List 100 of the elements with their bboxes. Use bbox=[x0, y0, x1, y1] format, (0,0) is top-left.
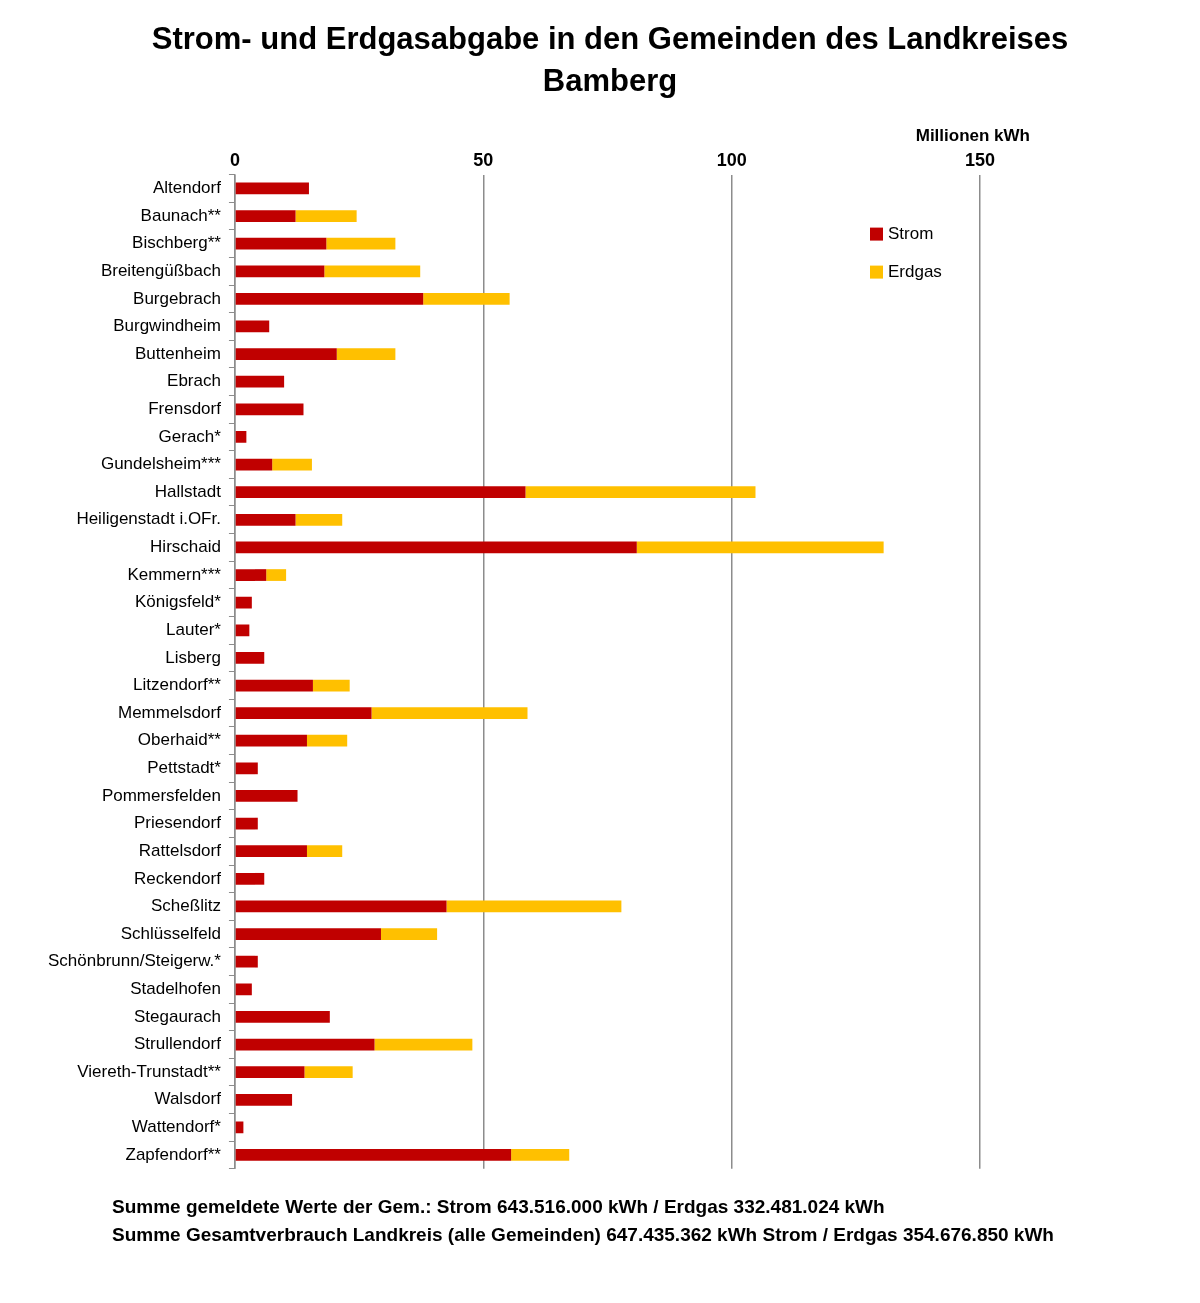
y-tick-label: Buttenheim bbox=[134, 343, 221, 363]
bar bbox=[235, 845, 307, 858]
bar bbox=[235, 458, 273, 471]
bar bbox=[235, 596, 252, 609]
bar bbox=[235, 375, 285, 388]
y-tick-label: Burgebrach bbox=[133, 288, 221, 308]
bar bbox=[235, 817, 258, 830]
y-tick-label: Stadelhofen bbox=[130, 978, 221, 998]
y-tick-label: Ebrach bbox=[167, 371, 221, 391]
bar bbox=[235, 928, 381, 940]
chart-title: Strom- und Erdgasabgabe in den Gemeinden des Landkreises Bamberg bbox=[150, 20, 1070, 100]
y-tick-label: Viereth-Trunstadt** bbox=[77, 1061, 222, 1081]
bar bbox=[235, 403, 304, 416]
y-tick-label: Baunach** bbox=[140, 205, 222, 225]
y-tick-label: Reckendorf bbox=[134, 868, 222, 888]
y-tick-label: Breitengüßbach bbox=[100, 260, 221, 280]
bar bbox=[235, 983, 252, 996]
y-tick-label: Kemmern*** bbox=[127, 564, 222, 584]
bar bbox=[235, 872, 265, 885]
bar bbox=[235, 293, 424, 305]
bar bbox=[324, 265, 421, 278]
bar bbox=[235, 320, 270, 333]
bar bbox=[374, 1038, 473, 1051]
bar bbox=[235, 790, 298, 802]
bar bbox=[312, 679, 350, 692]
y-tick-label: Heiligenstadt i.OFr. bbox=[76, 509, 221, 529]
y-tick-label: Scheßlitz bbox=[151, 896, 221, 916]
bar bbox=[371, 707, 528, 719]
bar bbox=[295, 210, 357, 222]
bar bbox=[511, 1149, 570, 1161]
y-tick-label: Hallstadt bbox=[154, 481, 222, 501]
bar bbox=[235, 348, 337, 360]
bar bbox=[235, 707, 372, 719]
bar bbox=[235, 1093, 293, 1106]
y-tick-label: Lauter* bbox=[166, 619, 222, 639]
bar bbox=[235, 955, 258, 968]
bar bbox=[235, 265, 325, 278]
y-tick-label: Pommersfelden bbox=[101, 785, 221, 805]
bar bbox=[423, 293, 510, 305]
y-tick-label: Königsfeld* bbox=[134, 592, 222, 612]
y-tick-label: Zapfendorf** bbox=[125, 1144, 222, 1164]
text: Summe Gesamtverbrauch Landkreis (alle Gemeinden) 647.435.362 kWh Strom / Erdgas 354.676.850 kWh bbox=[112, 1223, 1055, 1247]
bar bbox=[306, 845, 343, 858]
bar bbox=[272, 458, 312, 471]
bar bbox=[235, 210, 296, 222]
y-tick-label: Walsdorf bbox=[154, 1089, 222, 1109]
y-tick-label: Gundelsheim*** bbox=[100, 454, 222, 474]
bar bbox=[266, 569, 287, 581]
text: Summe gemeldete Werte der Gem.: Strom 643.516.000 kWh / Erdgas 332.481.024 kWh bbox=[112, 1195, 886, 1219]
bar bbox=[235, 513, 296, 526]
y-tick-label: Stegaurach bbox=[133, 1006, 221, 1026]
legend-label: Erdgas bbox=[888, 262, 942, 282]
y-tick-label: Wattendorf* bbox=[131, 1117, 222, 1137]
y-tick-label: Schlüsselfeld bbox=[120, 923, 221, 943]
y-tick-label: Gerach* bbox=[158, 426, 222, 446]
bar bbox=[235, 1066, 305, 1079]
x-tick-label: 150 bbox=[964, 149, 996, 170]
bar bbox=[235, 652, 265, 664]
bar bbox=[636, 541, 884, 554]
y-tick-label: Burgwindheim bbox=[113, 316, 221, 336]
y-tick-label: Oberhaid** bbox=[137, 730, 222, 750]
y-tick-label: Bischberg** bbox=[132, 233, 222, 253]
y-tick-label: Hirschaid bbox=[150, 537, 221, 557]
legend-label: Strom bbox=[888, 224, 934, 244]
bar bbox=[446, 900, 622, 913]
x-tick-label: 50 bbox=[473, 149, 494, 170]
bar bbox=[295, 513, 343, 526]
y-tick-label: Schönbrunn/Steigerw.* bbox=[47, 951, 222, 971]
bar bbox=[235, 734, 307, 747]
y-tick-label: Pettstadt* bbox=[147, 758, 222, 778]
bar bbox=[304, 1066, 353, 1079]
bar bbox=[235, 900, 447, 913]
bar bbox=[306, 734, 348, 747]
y-tick-label: Priesendorf bbox=[134, 813, 222, 833]
bar bbox=[525, 486, 756, 499]
y-tick-label: Memmelsdorf bbox=[117, 702, 222, 722]
bar bbox=[235, 569, 267, 581]
bar bbox=[235, 541, 637, 554]
bar bbox=[235, 182, 309, 195]
bar bbox=[380, 928, 438, 940]
bar bbox=[235, 237, 327, 250]
bar bbox=[235, 431, 247, 443]
y-tick-label: Frensdorf bbox=[148, 399, 222, 419]
bar bbox=[235, 1038, 375, 1051]
bar bbox=[235, 762, 258, 775]
y-tick-label: Strullendorf bbox=[134, 1034, 222, 1054]
bar bbox=[235, 624, 250, 637]
bar bbox=[326, 237, 396, 250]
y-tick-label: Altendorf bbox=[152, 178, 222, 198]
bar bbox=[235, 679, 313, 692]
bar bbox=[235, 486, 526, 499]
x-tick-label: 0 bbox=[229, 149, 240, 170]
x-tick-label: 100 bbox=[716, 149, 747, 170]
y-tick-label: Lisberg bbox=[165, 647, 221, 667]
y-tick-label: Rattelsdorf bbox=[138, 840, 222, 860]
bar bbox=[235, 1149, 512, 1161]
y-tick-label: Litzendorf** bbox=[133, 675, 222, 695]
x-axis-title: Millionen kWh bbox=[915, 125, 1030, 145]
bar bbox=[235, 1011, 330, 1023]
bar bbox=[336, 348, 396, 360]
